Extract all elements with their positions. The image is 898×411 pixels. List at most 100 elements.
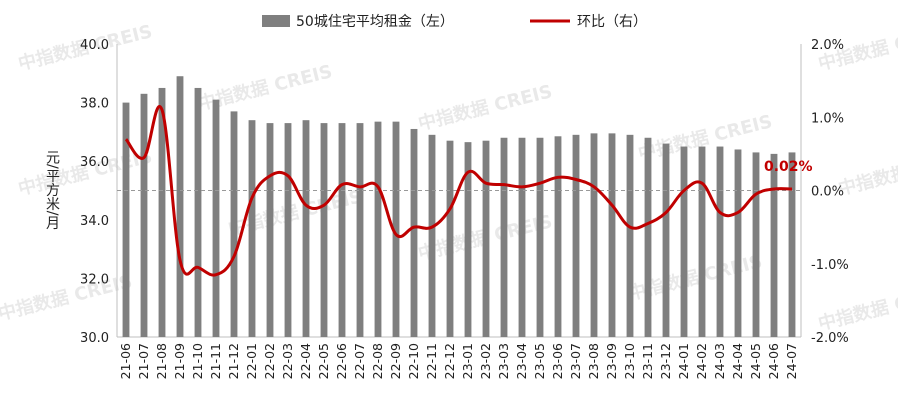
bar-22-05 [320, 123, 328, 337]
x-tick-24-04: 24-04 [730, 343, 745, 379]
x-tick-21-08: 21-08 [154, 343, 169, 379]
line-series [124, 105, 793, 277]
bar-23-08 [590, 133, 598, 337]
x-tick-22-06: 22-06 [334, 343, 349, 379]
x-tick-23-03: 23-03 [496, 343, 511, 379]
x-tick-21-10: 21-10 [190, 343, 205, 379]
bar-21-07 [140, 93, 148, 337]
x-tick-22-08: 22-08 [370, 343, 385, 379]
line-path [124, 105, 793, 277]
y-left-tick-40.0: 40.0 [80, 38, 109, 53]
bar-22-01 [248, 120, 256, 338]
bar-22-07 [356, 123, 364, 337]
x-tick-22-02: 22-02 [262, 343, 277, 379]
x-tick-24-03: 24-03 [712, 343, 727, 379]
x-tick-22-12: 22-12 [442, 343, 457, 379]
bar-series [122, 76, 796, 338]
x-tick-22-11: 22-11 [424, 343, 439, 379]
y-left-tick-36.0: 36.0 [80, 155, 109, 170]
y-right-tick--1.0%: -1.0% [811, 258, 849, 273]
x-tick-23-08: 23-08 [586, 343, 601, 379]
bar-23-02 [482, 140, 490, 337]
y-right-tick--2.0%: -2.0% [811, 331, 849, 346]
bar-23-12 [662, 143, 670, 337]
x-tick-22-07: 22-07 [352, 343, 367, 379]
x-tick-21-12: 21-12 [226, 343, 241, 379]
x-tick-22-01: 22-01 [244, 343, 259, 379]
bar-24-06 [770, 153, 778, 337]
y-right-tick-0.0%: 0.0% [811, 185, 844, 200]
x-tick-24-02: 24-02 [694, 343, 709, 379]
bar-24-02 [698, 146, 706, 337]
x-tick-23-12: 23-12 [658, 343, 673, 379]
x-tick-24-06: 24-06 [766, 343, 781, 379]
bar-24-04 [734, 149, 742, 337]
watermark-text: 中指数据 CREIS [416, 80, 555, 135]
bar-21-06 [122, 102, 130, 337]
x-tick-22-04: 22-04 [298, 343, 313, 379]
x-tick-21-11: 21-11 [208, 343, 223, 379]
bar-23-06 [554, 136, 562, 337]
x-tick-23-05: 23-05 [532, 343, 547, 379]
watermark-text: 中指数据 CREIS [836, 145, 898, 200]
y-axis-left-label: 元/平方米/月 [44, 150, 60, 231]
bar-24-01 [680, 146, 688, 337]
x-tick-21-06: 21-06 [118, 343, 133, 379]
x-tick-23-11: 23-11 [640, 343, 655, 379]
x-tick-22-05: 22-05 [316, 343, 331, 379]
x-tick-24-05: 24-05 [748, 343, 763, 379]
y-left-tick-38.0: 38.0 [80, 97, 109, 112]
x-tick-22-09: 22-09 [388, 343, 403, 379]
x-tick-22-10: 22-10 [406, 343, 421, 379]
bar-21-12 [230, 111, 238, 337]
bar-23-03 [500, 137, 508, 337]
bar-22-03 [284, 123, 292, 337]
annotation-label: 0.02% [764, 159, 813, 175]
bar-23-10 [626, 134, 634, 337]
y-left-tick-30.0: 30.0 [80, 331, 109, 346]
x-tick-24-01: 24-01 [676, 343, 691, 379]
bar-22-10 [410, 128, 418, 337]
bar-23-01 [464, 142, 472, 337]
bar-21-10 [194, 87, 202, 337]
bar-21-11 [212, 99, 220, 337]
bar-22-02 [266, 123, 274, 337]
bar-23-05 [536, 137, 544, 337]
bar-24-07 [788, 152, 796, 337]
bar-22-12 [446, 140, 454, 337]
bar-22-08 [374, 121, 382, 338]
bar-22-09 [392, 121, 400, 338]
legend: 50城住宅平均租金（左） 环比（右） [262, 14, 647, 30]
bar-21-08 [158, 87, 166, 337]
y-right-tick-2.0%: 2.0% [811, 38, 844, 53]
bar-23-04 [518, 137, 526, 337]
bar-22-06 [338, 123, 346, 337]
x-tick-23-02: 23-02 [478, 343, 493, 379]
legend-bar-swatch [262, 15, 290, 27]
x-tick-23-06: 23-06 [550, 343, 565, 379]
y-right-tick-1.0%: 1.0% [811, 111, 844, 126]
x-tick-23-01: 23-01 [460, 343, 475, 379]
tick-labels: 30.0 32.0 34.0 36.0 38.0 40.0 -2.0% -1.0% 0.0% 1.… [80, 38, 849, 379]
x-tick-23-04: 23-04 [514, 343, 529, 379]
x-tick-22-03: 22-03 [280, 343, 295, 379]
bar-24-03 [716, 146, 724, 337]
y-left-tick-32.0: 32.0 [80, 272, 109, 287]
x-tick-23-07: 23-07 [568, 343, 583, 379]
bar-22-04 [302, 120, 310, 338]
x-tick-23-09: 23-09 [604, 343, 619, 379]
bar-21-09 [176, 76, 184, 337]
bar-22-11 [428, 134, 436, 337]
bar-23-11 [644, 137, 652, 337]
x-tick-23-10: 23-10 [622, 343, 637, 379]
bar-23-07 [572, 134, 580, 337]
bar-23-09 [608, 133, 616, 337]
legend-line-label: 环比（右） [577, 14, 647, 30]
legend-bar-label: 50城住宅平均租金（左） [296, 14, 454, 30]
watermark-text: 中指数据 CREIS [0, 270, 134, 325]
watermark-text: 中指数据 CREIS [816, 280, 898, 335]
x-tick-21-09: 21-09 [172, 343, 187, 379]
y-left-tick-34.0: 34.0 [80, 214, 109, 229]
x-tick-21-07: 21-07 [136, 343, 151, 379]
